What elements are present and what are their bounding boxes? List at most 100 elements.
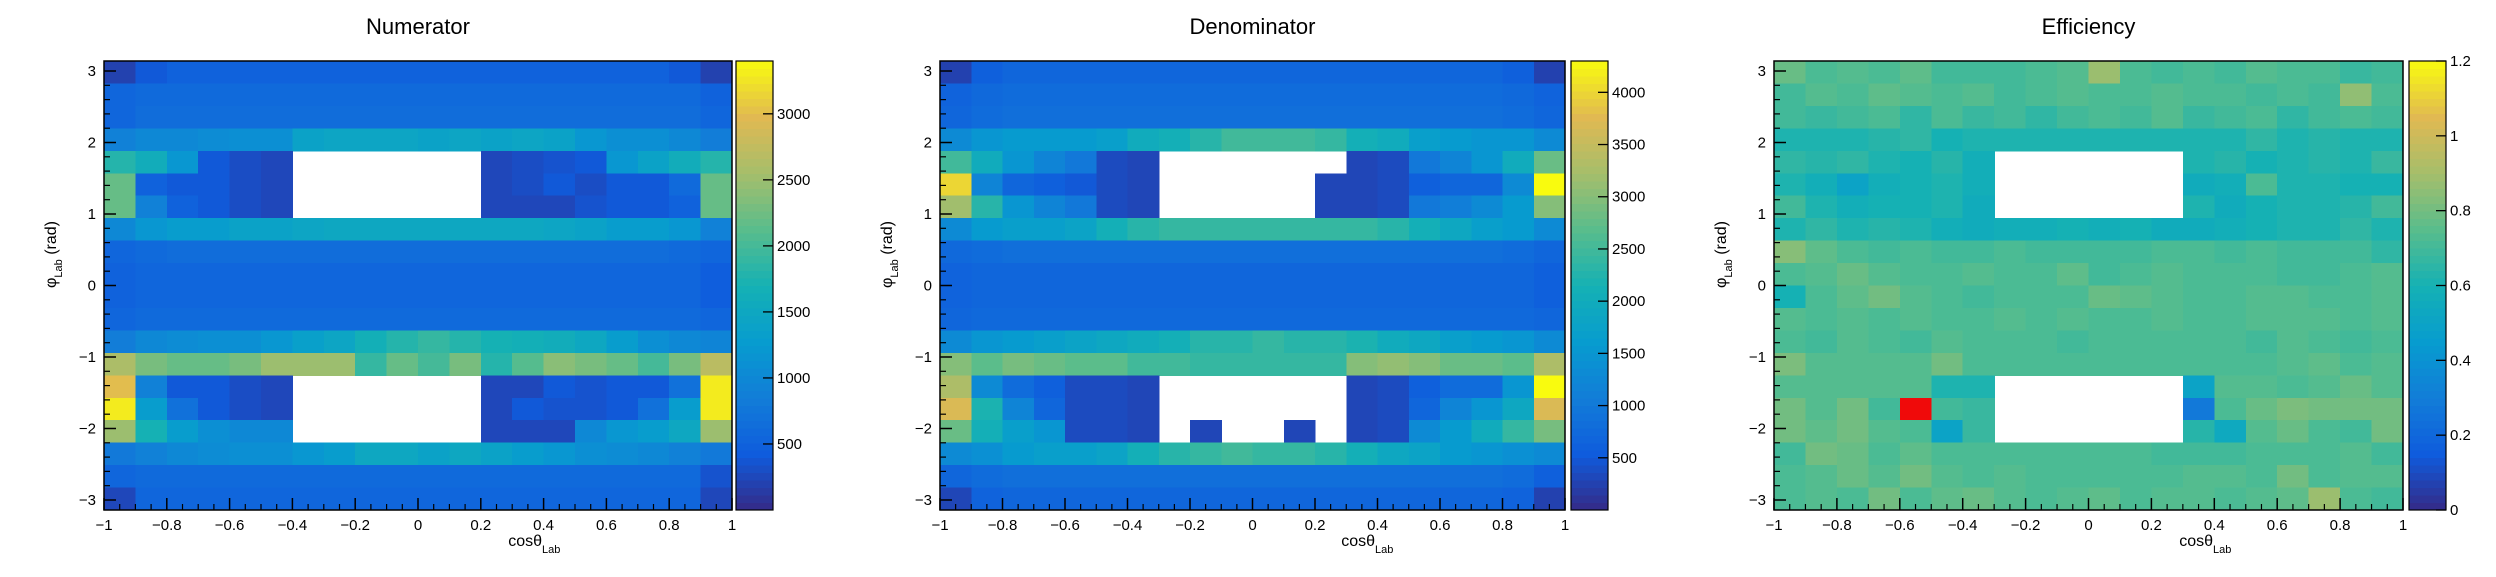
numerator-colorbar-segment (736, 128, 773, 137)
numerator-cell (669, 83, 702, 107)
numerator-cell (229, 240, 262, 264)
efficiency-cell (2371, 128, 2404, 152)
efficiency-cell (2151, 442, 2184, 466)
efficiency-cell (2214, 240, 2247, 264)
denominator-cell (1158, 240, 1191, 264)
numerator-colorbar-segment (736, 412, 773, 421)
numerator-cell (480, 285, 513, 309)
numerator-cell (198, 218, 231, 242)
efficiency-x-tick-label: 1 (2399, 517, 2407, 534)
denominator-y-tick-label: 0 (924, 278, 932, 295)
denominator-cell (1315, 352, 1347, 376)
denominator-cell (1377, 330, 1410, 354)
denominator-colorbar-segment (1571, 135, 1608, 144)
denominator-cell (1221, 240, 1254, 264)
numerator-cell (512, 397, 545, 421)
denominator-cell (1127, 83, 1160, 107)
denominator-cell (1252, 128, 1285, 152)
denominator-cell (1190, 218, 1222, 242)
denominator-cell (1190, 465, 1222, 489)
denominator-cell (1221, 263, 1254, 287)
denominator-cell (1440, 240, 1472, 264)
efficiency-cell (1868, 330, 1901, 354)
efficiency-colorbar-tick-label: 0.4 (2450, 352, 2471, 369)
efficiency-colorbar-segment (2409, 405, 2446, 414)
efficiency-cell (1805, 240, 1838, 264)
denominator-cell (1346, 128, 1379, 152)
denominator-cell (1502, 240, 1535, 264)
efficiency-cell (2214, 285, 2247, 309)
numerator-colorbar-segment (736, 375, 773, 384)
denominator-cell (1190, 285, 1222, 309)
denominator-cell (1127, 397, 1160, 421)
denominator-colorbar-segment (1571, 263, 1608, 272)
denominator-colorbar-tick-label: 2000 (1612, 293, 1645, 310)
denominator-colorbar-segment (1571, 203, 1608, 212)
denominator-cell (1158, 128, 1191, 152)
numerator-colorbar-tick-label: 500 (777, 436, 802, 453)
denominator-cell (1190, 330, 1222, 354)
numerator-cell (669, 442, 702, 466)
efficiency-cell (2214, 307, 2247, 331)
numerator-cell (700, 61, 733, 85)
denominator-colorbar-segment (1571, 83, 1608, 92)
efficiency-cell (1931, 173, 1964, 197)
numerator-cell (418, 128, 450, 152)
denominator-cell (1158, 352, 1191, 376)
numerator-cell (229, 487, 262, 511)
denominator-cell (1502, 420, 1535, 444)
numerator-cell (418, 218, 450, 242)
denominator-cell (1315, 487, 1347, 511)
numerator-cell (575, 263, 607, 287)
efficiency-y-tick-label: −3 (1749, 492, 1766, 509)
numerator-cell (229, 285, 262, 309)
numerator-cell (700, 173, 733, 197)
efficiency-cell (2371, 150, 2404, 174)
efficiency-cell (2151, 263, 2184, 287)
numerator-cell (606, 307, 639, 331)
efficiency-cell (2277, 128, 2310, 152)
numerator-colorbar-segment (736, 248, 773, 257)
numerator-cell (480, 83, 513, 107)
numerator-cell (543, 128, 576, 152)
numerator-cell (512, 352, 545, 376)
numerator-cell (166, 397, 199, 421)
efficiency-colorbar-segment (2409, 420, 2446, 429)
efficiency-cell (2057, 240, 2090, 264)
numerator-cell (606, 397, 639, 421)
numerator-colorbar-segment (736, 465, 773, 474)
numerator-cell (104, 61, 136, 85)
denominator-cell (971, 150, 1004, 174)
denominator-cell (1033, 420, 1066, 444)
efficiency-x-tick-label: 0.6 (2267, 517, 2288, 534)
numerator-cell (606, 330, 639, 354)
denominator-cell (1002, 128, 1035, 152)
numerator-colorbar-segment (736, 105, 773, 114)
efficiency-colorbar-segment (2409, 442, 2446, 451)
numerator-cell (418, 330, 450, 354)
denominator-colorbar-segment (1571, 233, 1608, 242)
numerator-colorbar-segment (736, 405, 773, 414)
denominator-cell (1533, 397, 1566, 421)
efficiency-cell (1899, 83, 1932, 107)
numerator-cell (543, 285, 576, 309)
numerator-cell (386, 105, 419, 129)
efficiency-cell (1836, 375, 1869, 399)
efficiency-colorbar-segment (2409, 263, 2446, 272)
denominator-cell (1252, 218, 1285, 242)
efficiency-cell (2277, 397, 2310, 421)
numerator-colorbar-segment (736, 240, 773, 249)
efficiency-cell (1805, 330, 1838, 354)
denominator-cell (1096, 487, 1129, 511)
numerator-cell (135, 375, 168, 399)
efficiency-x-tick-label: −0.4 (1948, 517, 1978, 534)
efficiency-cell (2245, 420, 2278, 444)
denominator-cell (1471, 218, 1504, 242)
numerator-cell (512, 173, 545, 197)
efficiency-colorbar-segment (2409, 180, 2446, 189)
numerator-cell (166, 352, 199, 376)
denominator-cell (1408, 195, 1441, 219)
efficiency-cell (1962, 61, 1995, 85)
efficiency-x-tick-label: −0.2 (2011, 517, 2041, 534)
numerator-cell (575, 61, 607, 85)
